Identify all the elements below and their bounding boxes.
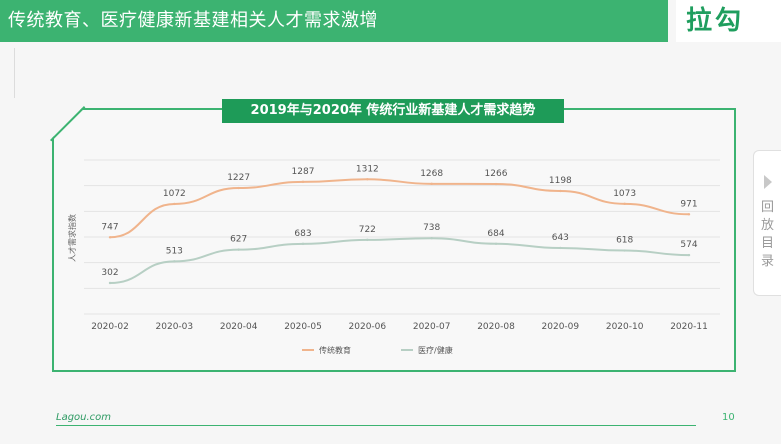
x-tick-label: 2020-08	[477, 322, 515, 332]
x-tick-label: 2020-04	[220, 322, 258, 332]
data-label: 574	[680, 240, 697, 250]
chart-title: 2019年与2020年 传统行业新基建人才需求趋势	[222, 99, 564, 123]
legend-label: 医疗/健康	[418, 345, 453, 355]
data-point	[430, 182, 433, 186]
chart-legend: 传统教育 医疗/健康	[302, 345, 453, 355]
data-point	[237, 248, 240, 251]
data-label: 1198	[549, 176, 572, 186]
slide-title: 传统教育、医疗健康新基建相关人才需求激增	[8, 10, 378, 31]
x-tick-label: 2020-06	[349, 322, 387, 332]
data-label: 722	[359, 225, 376, 235]
data-point	[237, 186, 240, 190]
page-number: 10	[722, 412, 735, 423]
data-point	[623, 202, 626, 206]
series-line-2	[109, 237, 690, 284]
data-label: 1266	[485, 169, 508, 179]
data-label: 618	[616, 236, 633, 246]
data-label: 1073	[613, 189, 636, 199]
data-point	[301, 242, 305, 246]
data-point	[366, 238, 369, 242]
x-tick-label: 2020-09	[542, 322, 580, 332]
data-label: 1287	[292, 167, 315, 177]
data-point	[173, 260, 176, 263]
data-point	[687, 253, 691, 257]
replay-toc-tab[interactable]: 回放目录	[753, 150, 781, 296]
data-label: 1072	[163, 189, 186, 199]
data-point	[108, 281, 112, 285]
y-axis-label: 人才需求指数	[67, 214, 77, 262]
data-point	[494, 182, 498, 186]
x-tick-label: 2020-11	[670, 322, 708, 332]
data-label: 513	[166, 246, 183, 256]
data-label: 302	[101, 268, 118, 278]
series-line-1	[109, 178, 690, 239]
footer-divider	[56, 425, 696, 426]
legend-label: 传统教育	[319, 345, 351, 355]
replay-toc-label: 回放目录	[760, 200, 774, 269]
brand-logo: 拉勾	[676, 0, 781, 42]
data-point	[108, 236, 112, 239]
data-label: 643	[552, 233, 569, 243]
footer-brand: Lagou.com	[56, 412, 112, 423]
data-point	[366, 178, 369, 181]
data-label: 1227	[227, 173, 250, 183]
data-label: 683	[294, 229, 311, 239]
x-tick-label: 2020-03	[156, 322, 194, 332]
data-label: 738	[423, 223, 440, 233]
chart-grid	[84, 159, 720, 315]
data-point	[301, 180, 305, 184]
x-tick-label: 2020-10	[606, 322, 644, 332]
chart-series	[108, 178, 691, 285]
data-label: 971	[680, 199, 697, 209]
data-point	[559, 246, 562, 250]
title-bar: 传统教育、医疗健康新基建相关人才需求激增	[0, 0, 668, 42]
chart-x-ticks: 2020-02 2020-03 2020-04 2020-05 2020-06 2020-…	[91, 322, 708, 332]
chart-value-labels: 747 1072 1227 1287 1312 1268 1266 1198 1073 971 30…	[101, 164, 697, 278]
data-label: 747	[101, 222, 118, 232]
data-point	[687, 213, 691, 216]
x-tick-label: 2020-02	[91, 322, 129, 332]
data-label: 1268	[420, 169, 443, 179]
x-tick-label: 2020-05	[284, 322, 322, 332]
divider	[14, 48, 15, 98]
x-tick-label: 2020-07	[413, 322, 451, 332]
data-point	[430, 237, 433, 240]
data-point	[173, 202, 176, 206]
data-label: 1312	[356, 164, 379, 174]
data-label: 684	[487, 229, 504, 239]
chevron-right-icon	[763, 175, 772, 189]
data-label: 627	[230, 235, 247, 245]
data-point	[494, 242, 498, 245]
data-point	[559, 189, 562, 193]
data-point	[623, 249, 626, 252]
